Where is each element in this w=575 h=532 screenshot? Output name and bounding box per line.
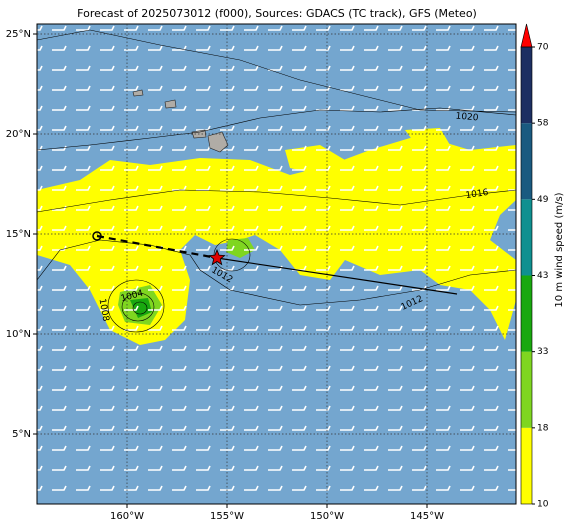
map	[37, 24, 516, 504]
colorbar-tick-label: 49	[537, 195, 549, 205]
coastline	[37, 29, 516, 113]
colorbar-tick-label: 70	[537, 43, 549, 53]
colorbar-tick-label: 33	[537, 347, 548, 357]
x-tick-label: 160°W	[110, 511, 144, 522]
wind-barbs	[37, 24, 516, 504]
y-tick-label: 15°N	[6, 229, 31, 240]
y-tick-label: 25°N	[6, 29, 31, 40]
y-tick-label: 5°N	[12, 429, 31, 440]
colorbar-segment	[521, 351, 532, 428]
y-tick-label: 20°N	[6, 129, 31, 140]
y-tick-label: 10°N	[6, 329, 31, 340]
plot-frame	[36, 23, 517, 505]
colorbar-segment	[521, 123, 532, 200]
colorbar-tick-label: 10	[537, 500, 549, 510]
colorbar-segment	[521, 275, 532, 352]
colorbar-tick-label: 43	[537, 271, 548, 281]
colorbar-segment	[521, 47, 532, 124]
isobars	[37, 107, 516, 333]
current-position	[208, 248, 226, 266]
contour-label: 1008	[97, 298, 111, 323]
chart-title: Forecast of 2025073012 (f000), Sources: …	[77, 7, 477, 20]
track-forecast	[216, 257, 458, 295]
x-tick-label: 145°W	[410, 511, 444, 522]
colorbar-tick-label: 58	[537, 119, 549, 129]
colorbar-segment	[521, 427, 532, 504]
land	[132, 89, 229, 153]
x-tick-label: 155°W	[210, 511, 244, 522]
colorbar-extend	[520, 23, 533, 48]
contour-label: 1016	[465, 188, 489, 201]
x-tick-label: 150°W	[310, 511, 344, 522]
track-past	[96, 234, 218, 260]
track-start	[92, 231, 102, 241]
colorbar-segment	[521, 199, 532, 276]
colorbar-label: 10 m wind speed (m/s)	[554, 192, 565, 307]
colorbar-tick-label: 18	[537, 423, 549, 433]
contour-label: 1020	[455, 112, 479, 124]
